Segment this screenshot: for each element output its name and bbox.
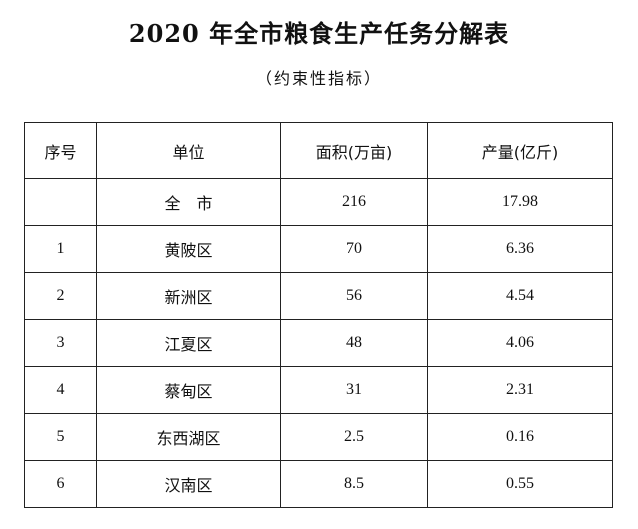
row-output: 6.36 <box>427 225 613 273</box>
document-subtitle: （约束性指标） <box>255 69 382 88</box>
document-title: 2020 年全市粮食生产任务分解表 <box>128 19 510 48</box>
row-index: 1 <box>24 225 97 273</box>
row-index <box>24 178 97 226</box>
row-unit: 新洲区 <box>96 272 281 320</box>
table-row: 5 东西湖区 2.5 0.16 <box>24 413 613 461</box>
row-area: 216 <box>280 178 428 226</box>
header-area: 面积(万亩) <box>280 122 428 179</box>
header-row: 序号 单位 面积(万亩) 产量(亿斤) <box>24 122 613 179</box>
row-output: 0.16 <box>427 413 613 461</box>
row-output: 17.98 <box>427 178 613 226</box>
row-index: 5 <box>24 413 97 461</box>
row-index: 2 <box>24 272 97 320</box>
row-index: 6 <box>24 460 97 508</box>
row-index: 3 <box>24 319 97 367</box>
row-unit: 黄陂区 <box>96 225 281 273</box>
row-area: 8.5 <box>280 460 428 508</box>
table-row: 1 黄陂区 70 6.36 <box>24 225 613 273</box>
row-area: 70 <box>280 225 428 273</box>
row-area: 48 <box>280 319 428 367</box>
table-row: 2 新洲区 56 4.54 <box>24 272 613 320</box>
row-output: 0.55 <box>427 460 613 508</box>
table-row: 6 汉南区 8.5 0.55 <box>24 460 613 508</box>
row-area: 2.5 <box>280 413 428 461</box>
table-header: 序号 单位 面积(万亩) 产量(亿斤) <box>24 122 613 179</box>
row-index: 4 <box>24 366 97 414</box>
row-output: 2.31 <box>427 366 613 414</box>
header-unit: 单位 <box>96 122 281 179</box>
table-body: 全 市 216 17.98 1 黄陂区 70 6.36 2 新洲区 56 4.5… <box>24 178 613 508</box>
table-row: 3 江夏区 48 4.06 <box>24 319 613 367</box>
row-output: 4.06 <box>427 319 613 367</box>
row-area: 31 <box>280 366 428 414</box>
row-unit: 全 市 <box>96 178 281 226</box>
header-index: 序号 <box>24 122 97 179</box>
row-unit: 蔡甸区 <box>96 366 281 414</box>
row-area: 56 <box>280 272 428 320</box>
row-output: 4.54 <box>427 272 613 320</box>
table-row: 全 市 216 17.98 <box>24 178 613 226</box>
grain-task-table: 序号 单位 面积(万亩) 产量(亿斤) 全 市 216 17.98 1 黄陂区 … <box>24 122 613 508</box>
row-unit: 江夏区 <box>96 319 281 367</box>
row-unit: 东西湖区 <box>96 413 281 461</box>
header-output: 产量(亿斤) <box>427 122 613 179</box>
table-row: 4 蔡甸区 31 2.31 <box>24 366 613 414</box>
row-unit: 汉南区 <box>96 460 281 508</box>
